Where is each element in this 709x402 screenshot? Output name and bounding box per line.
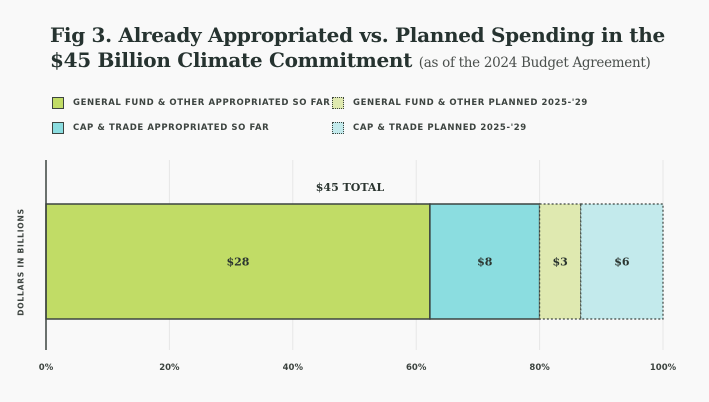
title-line-2: $45 Billion Climate Commitment (as of th… xyxy=(50,48,665,76)
legend-item-gf-appropriated: GENERAL FUND & OTHER APPROPRIATED SO FAR xyxy=(52,97,330,109)
chart-subtitle: (as of the 2024 Budget Agreement) xyxy=(418,55,651,71)
x-tick-label: 60% xyxy=(406,363,427,373)
bar-value-label: $6 xyxy=(614,256,630,269)
bar-segment xyxy=(580,203,664,320)
legend-swatch xyxy=(332,122,344,134)
x-tick-label: 20% xyxy=(159,363,180,373)
bar-value-label: $28 xyxy=(226,256,249,269)
bar-value-label: $3 xyxy=(553,256,568,269)
legend-label: GENERAL FUND & OTHER PLANNED 2025-'29 xyxy=(353,98,588,108)
bar-segment xyxy=(45,203,431,320)
legend-item-gf-planned: GENERAL FUND & OTHER PLANNED 2025-'29 xyxy=(332,97,588,109)
legend-swatch xyxy=(52,122,64,134)
legend-label: GENERAL FUND & OTHER APPROPRIATED SO FAR xyxy=(73,98,331,108)
title-main: $45 Billion Climate Commitment xyxy=(50,48,413,72)
bar-segment xyxy=(429,203,541,320)
x-tick-label: 40% xyxy=(283,363,304,373)
legend-item-ct-appropriated: CAP & TRADE APPROPRIATED SO FAR xyxy=(52,122,269,134)
x-tick-label: 80% xyxy=(529,363,550,373)
total-label: $45 TOTAL xyxy=(316,181,385,194)
legend-label: CAP & TRADE APPROPRIATED SO FAR xyxy=(73,123,270,133)
x-tick-label: 100% xyxy=(650,363,677,373)
chart-title: Fig 3. Already Appropriated vs. Planned … xyxy=(50,23,665,76)
bar-value-label: $8 xyxy=(477,256,493,269)
legend-label: CAP & TRADE PLANNED 2025-'29 xyxy=(353,123,527,133)
bar-segment xyxy=(538,203,582,320)
legend-swatch xyxy=(332,97,344,109)
x-tick-label: 0% xyxy=(39,363,54,373)
title-line-1: Fig 3. Already Appropriated vs. Planned … xyxy=(50,23,665,47)
legend-item-ct-planned: CAP & TRADE PLANNED 2025-'29 xyxy=(332,122,527,134)
legend-swatch xyxy=(52,97,64,109)
